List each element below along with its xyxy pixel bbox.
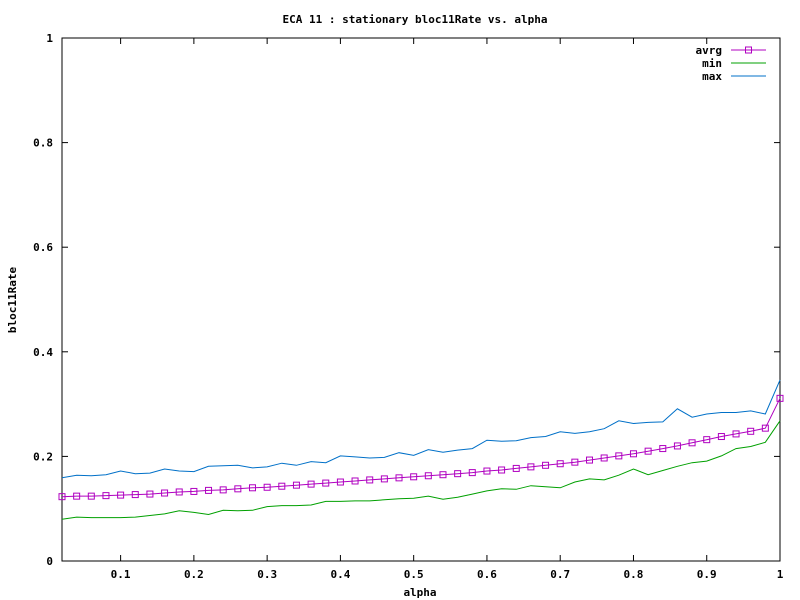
data-point-avrg	[629, 450, 637, 458]
data-point-avrg	[190, 487, 198, 495]
x-tick-label: 0.8	[624, 568, 644, 581]
legend-marker-avrg	[745, 46, 752, 54]
chart-title: ECA 11 : stationary bloc11Rate vs. alpha	[283, 13, 548, 26]
data-point-avrg	[234, 485, 242, 493]
data-point-avrg	[468, 469, 476, 477]
data-point-avrg	[747, 427, 755, 435]
data-point-avrg	[366, 476, 374, 484]
y-tick-label: 0.6	[33, 241, 53, 254]
data-point-avrg	[688, 439, 696, 447]
data-point-avrg	[586, 456, 594, 464]
data-point-avrg	[161, 489, 169, 497]
data-point-avrg	[527, 463, 535, 471]
data-point-avrg	[703, 436, 711, 444]
y-axis-label: bloc11Rate	[6, 267, 19, 334]
x-tick-label: 0.6	[477, 568, 497, 581]
data-point-avrg	[175, 488, 183, 496]
data-point-avrg	[395, 474, 403, 482]
x-tick-label: 0.4	[330, 568, 350, 581]
data-point-avrg	[439, 471, 447, 479]
data-point-avrg	[644, 447, 652, 455]
y-tick-label: 0	[46, 555, 53, 568]
data-point-avrg	[292, 481, 300, 489]
data-point-avrg	[102, 492, 110, 500]
x-tick-label: 0.7	[550, 568, 570, 581]
data-point-avrg	[483, 467, 491, 475]
data-point-avrg	[205, 486, 213, 494]
data-point-avrg	[380, 475, 388, 483]
data-point-avrg	[131, 491, 139, 499]
data-point-avrg	[600, 454, 608, 462]
data-point-avrg	[498, 466, 506, 474]
data-point-avrg	[673, 442, 681, 450]
data-point-avrg	[512, 464, 520, 472]
data-point-avrg	[336, 478, 344, 486]
data-point-avrg	[424, 472, 432, 480]
axis-ticks: 0 0.2 0.4 0.6 0.8 1 0.1 0.2 0.3 0.4 0.5 0.6 0.7 0.8 0.…	[33, 32, 784, 581]
x-tick-label: 0.5	[404, 568, 424, 581]
data-point-avrg	[454, 470, 462, 478]
data-point-avrg	[87, 492, 95, 500]
x-tick-label: 0.3	[257, 568, 277, 581]
data-point-avrg	[659, 445, 667, 453]
legend-label-min: min	[702, 57, 722, 70]
series-line-avrg	[61, 398, 781, 498]
data-point-avrg	[248, 484, 256, 492]
data-point-avrg	[219, 486, 227, 494]
legend-label-avrg: avrg	[696, 44, 723, 57]
data-point-avrg	[571, 458, 579, 466]
x-tick-label: 0.9	[697, 568, 717, 581]
data-point-avrg	[351, 477, 359, 485]
data-point-avrg	[322, 479, 330, 487]
x-tick-label: 0.1	[111, 568, 131, 581]
x-tick-label: 0.2	[184, 568, 204, 581]
series-line-max	[61, 379, 781, 479]
series-line-min	[61, 420, 781, 520]
data-point-avrg	[776, 394, 784, 402]
data-point-avrg	[263, 483, 271, 491]
legend-label-max: max	[702, 70, 722, 83]
x-axis-label: alpha	[403, 586, 436, 599]
series-lines	[58, 379, 784, 520]
data-point-avrg	[410, 473, 418, 481]
data-point-avrg	[556, 460, 564, 468]
data-point-avrg	[717, 433, 725, 441]
y-tick-label: 0.4	[33, 346, 53, 359]
data-point-avrg	[117, 491, 125, 499]
x-tick-label: 1	[777, 568, 784, 581]
y-tick-label: 0.8	[33, 137, 53, 150]
y-tick-label: 1	[46, 32, 53, 45]
data-point-avrg	[615, 452, 623, 460]
data-point-avrg	[542, 461, 550, 469]
y-tick-label: 0.2	[33, 450, 53, 463]
data-point-avrg	[732, 430, 740, 438]
data-point-avrg	[278, 482, 286, 490]
data-point-avrg	[761, 424, 769, 432]
data-point-avrg	[73, 492, 81, 500]
data-point-avrg	[146, 490, 154, 498]
data-point-avrg	[307, 480, 315, 488]
data-point-avrg	[58, 493, 66, 501]
plot-frame	[61, 37, 781, 562]
